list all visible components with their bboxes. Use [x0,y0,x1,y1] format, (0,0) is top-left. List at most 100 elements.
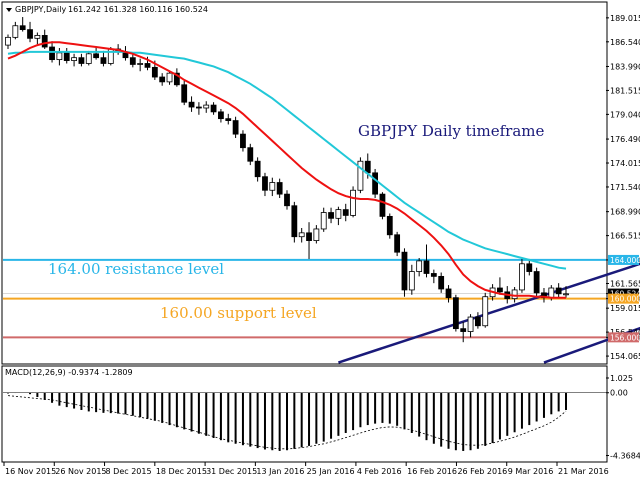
candle-bear [394,234,401,253]
y-tick-label: 186.540 [610,38,640,47]
candle-bull [313,228,320,241]
candle-bear [195,106,202,109]
candle-bear [372,172,379,195]
candle-bull [320,212,327,230]
y-tick-label: 154.065 [610,352,640,361]
x-tick-label: 26 Nov 2015 [55,467,106,476]
chart-title-annotation[interactable]: GBPJPY Daily timeframe [358,122,544,140]
candle-bull [166,72,173,83]
macd-y-tick-label: 0.00 [610,389,628,398]
candle-bear [284,193,290,207]
price-tag-label: 160.000 [610,295,640,304]
candle-bear [218,111,224,120]
support-annotation[interactable]: 160.00 support level [160,304,317,322]
candle-bear [342,209,349,216]
y-tick-label: 166.515 [610,232,640,241]
candle-bull [482,296,489,327]
y-tick-label: 171.540 [610,183,640,192]
time-axis: 16 Nov 2015 26 Nov 2015 8 Dec 2015 18 Dec 2… [3,462,609,476]
candle-bear [364,160,371,174]
candle-bull [137,63,144,65]
candle-bear [386,215,393,236]
moving-average-fast [7,41,566,299]
x-tick-label: 21 Mar 2016 [558,467,609,476]
candle-bear [100,57,107,64]
moving-averages [7,41,567,299]
candle-bull [34,35,41,39]
price-tag-label: 164.000 [610,256,640,265]
macd-y-tick-label: -4.3684 [610,452,640,461]
candle-bear [225,118,232,121]
price-tag [608,288,639,299]
candle-bull [357,160,364,191]
chart-header: GBPJPY,Daily 161.242 161.328 160.116 160… [6,5,208,14]
channel-line [543,326,640,364]
candle-bear [159,76,166,83]
candle-bull [511,289,518,300]
candle-bear [210,104,217,113]
candle-bull [56,52,63,61]
x-tick-label: 16 Nov 2015 [5,467,56,476]
candle-bear [19,25,26,31]
y-tick-label: 179.040 [610,110,640,119]
candle-bear [430,273,437,277]
candle-bear [151,66,158,78]
candle-bull [12,25,19,38]
macd-signal-line [7,395,567,450]
candle-bear [247,147,254,162]
candle-bear [181,84,188,103]
candle-bear [63,52,70,61]
price-tag [608,254,639,265]
candle-bull [408,271,415,291]
candle-bear [254,160,261,178]
candle-bear [555,287,562,295]
price-tag-label: 156.000 [610,333,640,342]
macd-pane-frame [1,365,608,463]
candle-bear [173,72,180,86]
candle-bear [526,263,533,272]
x-tick-label: 16 Feb 2016 [407,467,457,476]
candle-bear [129,57,136,65]
symbol-timeframe: GBPJPY,Daily [15,5,66,14]
candle-bear [276,182,283,195]
candle-bull [548,287,555,299]
ohlc-values: 161.242 161.328 160.116 160.524 [68,5,208,14]
price-axis: 189.015 186.540 183.990 181.515 179.040 176.4… [606,14,640,361]
chevron-down-icon[interactable] [6,8,12,12]
candle-bear [460,328,467,332]
resistance-annotation[interactable]: 164.00 resistance level [48,260,224,278]
x-tick-label: 9 Mar 2016 [508,467,554,476]
candle-bull [298,232,305,238]
y-tick-label: 174.015 [610,159,640,168]
candle-bull [203,104,210,109]
candle-bear [306,232,312,241]
candle-bull [467,316,474,332]
candle-bear [328,212,334,219]
candle-bull [269,182,276,191]
candle-bear [27,29,33,39]
candle-bear [232,120,239,135]
candlesticks [5,17,569,343]
candle-bull [335,209,342,219]
candle-bull [85,53,92,64]
candle-bear [144,63,151,68]
y-tick-label: 168.990 [610,208,640,217]
y-tick-label: 181.515 [610,86,640,95]
candle-bull [71,57,77,61]
candle-bull [416,260,423,272]
candle-bear [452,297,459,330]
macd-header: MACD(12,26,9) -0.9374 -1.2809 [5,368,133,377]
x-tick-label: 13 Jan 2016 [256,467,304,476]
y-tick-label: 161.565 [610,280,640,289]
candle-bear [291,205,298,238]
y-tick-label: 183.990 [610,62,640,71]
candle-bear [438,275,445,290]
y-tick-label: 159.015 [610,304,640,313]
candle-bull [5,36,11,46]
candle-bear [401,251,408,291]
candle-bear [497,287,503,293]
candle-bear [188,101,195,108]
